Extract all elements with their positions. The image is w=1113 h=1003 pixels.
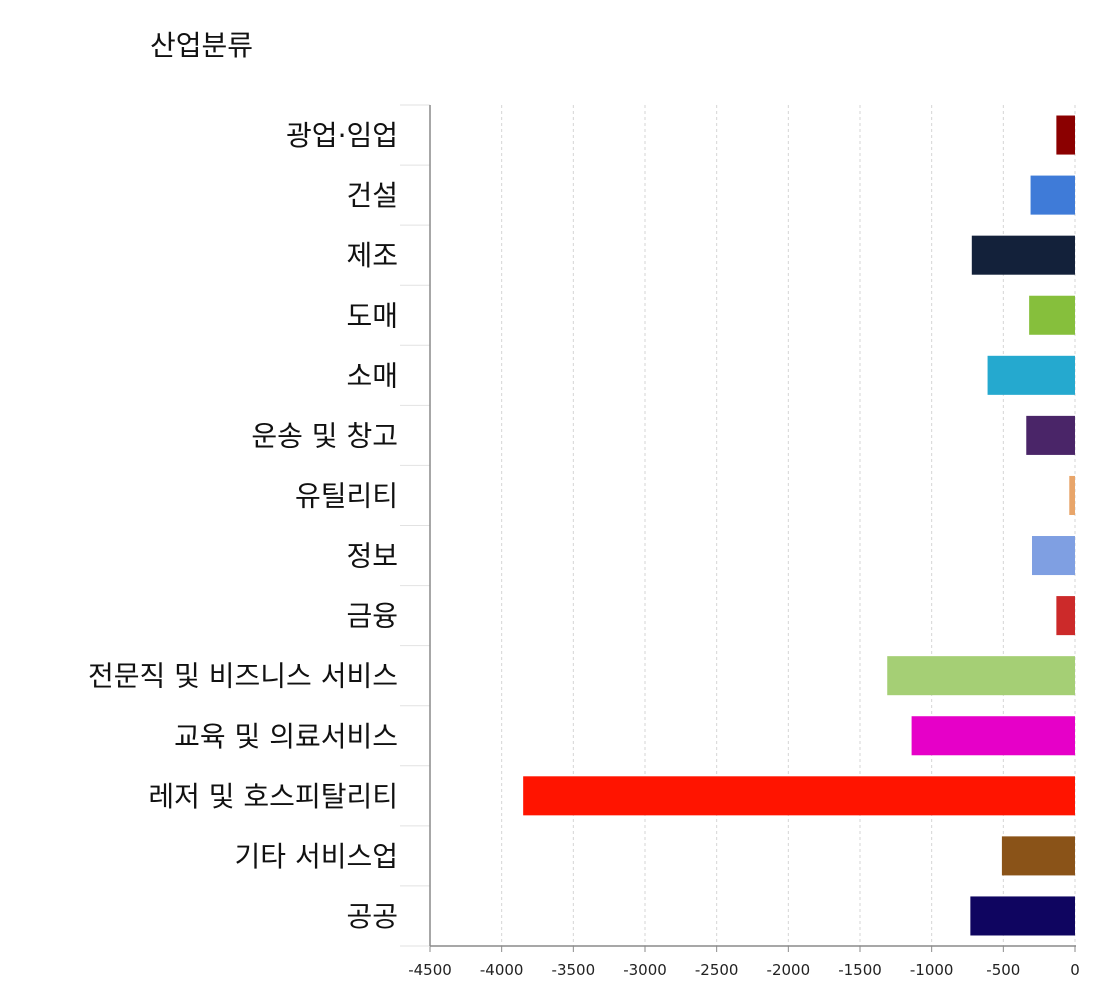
category-label: 금융 xyxy=(346,600,398,633)
x-tick-label: 0 xyxy=(1070,961,1080,979)
category-label: 운송 및 창고 xyxy=(251,419,398,452)
bar xyxy=(1056,115,1075,155)
category-label: 광업·임업 xyxy=(286,119,398,152)
x-tick-label: -1000 xyxy=(910,961,954,979)
category-label: 공공 xyxy=(346,900,398,933)
x-tick-label: -2500 xyxy=(695,961,739,979)
x-tick-label: -1500 xyxy=(838,961,882,979)
category-label: 소매 xyxy=(346,359,398,392)
bar xyxy=(1001,836,1075,876)
bar xyxy=(1032,536,1075,576)
x-tick-label: -3500 xyxy=(552,961,596,979)
bar xyxy=(1026,415,1075,455)
x-tick-label: -4500 xyxy=(408,961,452,979)
bar xyxy=(1030,175,1075,215)
x-tick-labels: -4500 -4000 -3500 -3000 -2500 -2000 -1500 -1000… xyxy=(408,961,1080,979)
bar xyxy=(911,716,1075,756)
x-tick-label: -3000 xyxy=(623,961,667,979)
category-label: 도매 xyxy=(346,299,398,332)
x-tick-label: -500 xyxy=(986,961,1020,979)
category-label: 교육 및 의료서비스 xyxy=(174,720,398,753)
category-label: 건설 xyxy=(346,179,398,212)
bar xyxy=(987,355,1075,395)
category-label: 레저 및 호스피탈리티 xyxy=(148,780,398,813)
bar xyxy=(1056,596,1075,636)
bar xyxy=(1029,295,1075,335)
bar xyxy=(887,656,1075,696)
bar xyxy=(970,896,1075,936)
bar xyxy=(971,235,1075,275)
bars xyxy=(523,115,1075,936)
x-tick-label: -2000 xyxy=(767,961,811,979)
gridlines xyxy=(400,104,1076,952)
axes xyxy=(429,105,1076,947)
category-label: 제조 xyxy=(346,239,398,272)
category-label: 전문직 및 비즈니스 서비스 xyxy=(88,660,398,693)
category-label: 정보 xyxy=(346,540,398,573)
category-label: 유틸리티 xyxy=(295,479,398,512)
bar xyxy=(523,776,1075,816)
bar xyxy=(1069,475,1075,515)
x-tick-label: -4000 xyxy=(480,961,524,979)
category-label: 기타 서비스업 xyxy=(235,840,398,873)
chart-title: 산업분류 xyxy=(150,29,254,62)
